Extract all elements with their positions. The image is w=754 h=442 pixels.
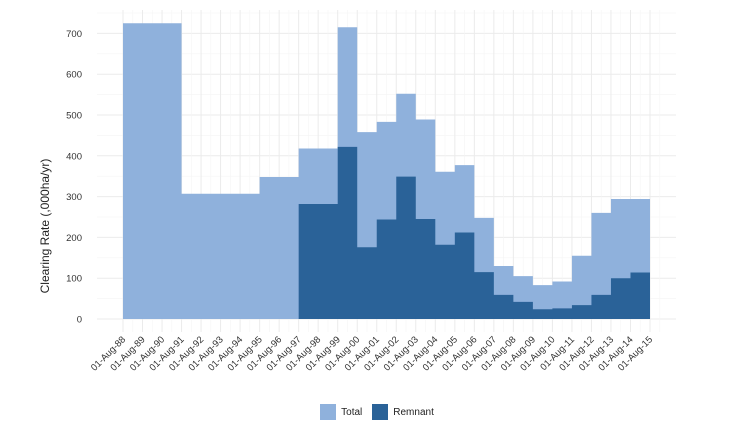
y-tick-label: 300	[66, 192, 82, 203]
legend-swatch-total	[320, 404, 337, 420]
y-tick-label: 0	[77, 315, 82, 326]
legend: Total Remnant	[0, 404, 754, 420]
legend-label-remnant: Remnant	[393, 406, 434, 418]
y-tick-label: 600	[66, 70, 82, 81]
chart-areas	[123, 23, 650, 319]
y-tick-label: 100	[66, 274, 82, 285]
legend-item-total: Total	[320, 404, 362, 420]
legend-label-total: Total	[341, 406, 363, 418]
y-tick-label: 400	[66, 151, 82, 162]
legend-swatch-remnant	[372, 404, 389, 420]
area-remnant	[123, 146, 650, 319]
area-total	[123, 23, 650, 319]
y-axis: 0 100 200 300 400 500 600 700	[66, 29, 82, 326]
legend-item-remnant: Remnant	[372, 404, 434, 420]
y-tick-label: 200	[66, 233, 82, 244]
y-tick-label: 700	[66, 29, 82, 40]
y-axis-title: Clearing Rate (,000ha/yr)	[38, 159, 52, 294]
x-axis: 01-Aug-8801-Aug-8901-Aug-9001-Aug-9101-A…	[89, 334, 655, 373]
y-tick-label: 500	[66, 111, 82, 122]
